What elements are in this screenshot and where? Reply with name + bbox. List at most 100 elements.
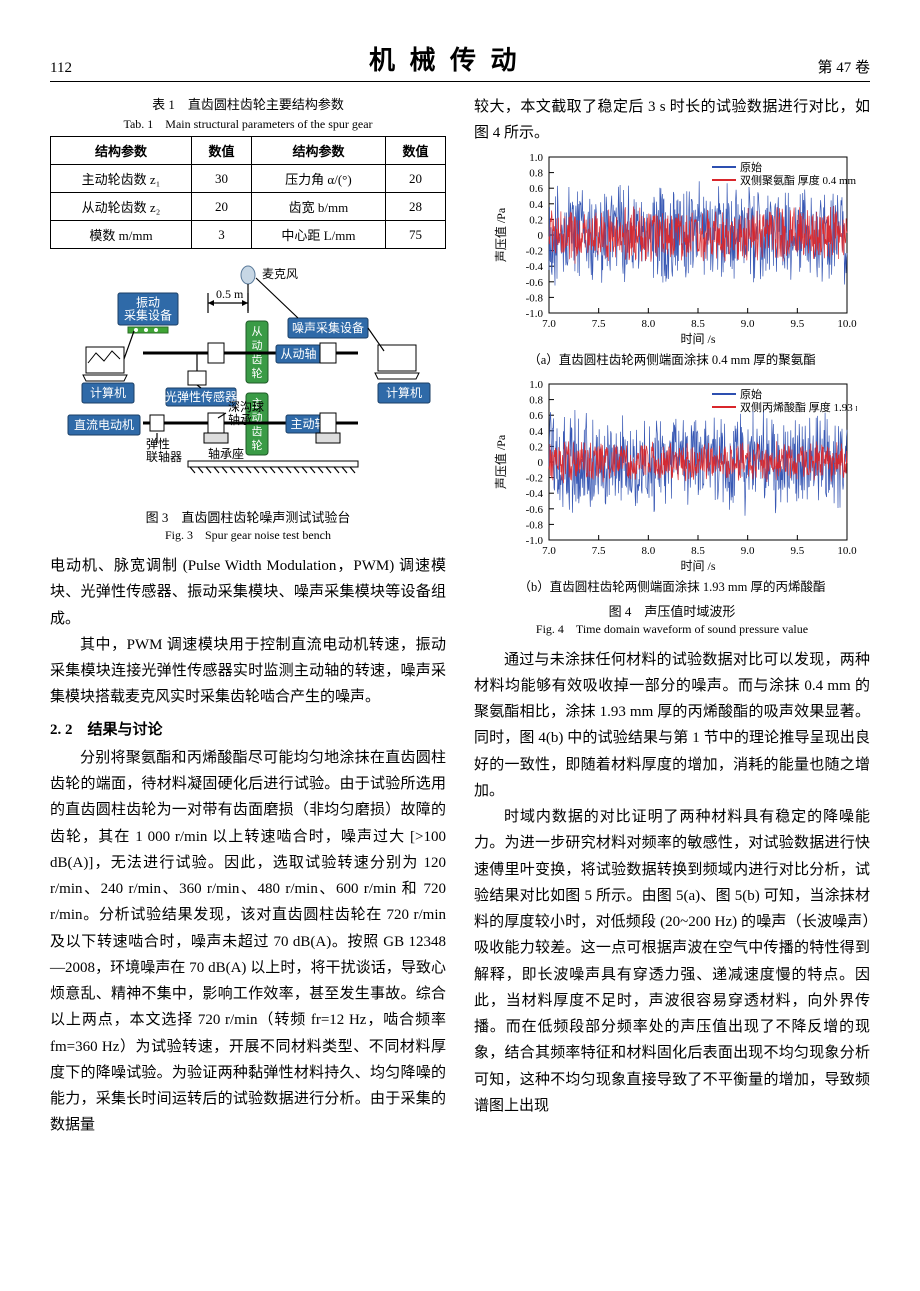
svg-text:声压值 /Pa: 声压值 /Pa: [493, 207, 508, 262]
svg-text:从: 从: [252, 326, 263, 338]
svg-text:9.0: 9.0: [741, 545, 755, 557]
fig4a-sub: （a）直齿圆柱齿轮两侧端面涂抹 0.4 mm 厚的聚氨酯: [474, 349, 870, 368]
svg-text:联轴器: 联轴器: [146, 449, 182, 464]
table1-r2c1: 3: [191, 221, 251, 249]
table1-r1c2: 齿宽 b/mm: [251, 193, 385, 221]
svg-text:0.5 m: 0.5 m: [216, 287, 244, 301]
right-p1: 较大，本文截取了稳定后 3 s 时长的试验数据进行对比，如图 4 所示。: [474, 94, 870, 147]
svg-text:轴承: 轴承: [228, 412, 252, 427]
table1-r1c1: 20: [191, 193, 251, 221]
svg-text:10.0: 10.0: [837, 545, 857, 557]
svg-text:-0.2: -0.2: [526, 245, 543, 257]
svg-text:8.5: 8.5: [691, 318, 705, 330]
right-top-body: 较大，本文截取了稳定后 3 s 时长的试验数据进行对比，如图 4 所示。: [474, 94, 870, 147]
svg-text:0.6: 0.6: [529, 183, 543, 195]
svg-text:0: 0: [538, 230, 544, 242]
left-column: 表 1 直齿圆柱齿轮主要结构参数 Tab. 1 Main structural …: [50, 94, 446, 1139]
svg-text:噪声采集设备: 噪声采集设备: [292, 320, 364, 335]
fig4-chart-a: -1.0-0.8-0.6-0.4-0.200.20.40.60.81.07.07…: [487, 147, 857, 347]
table1-caption-en: Tab. 1 Main structural parameters of the…: [50, 115, 446, 132]
page-header: 112 机 械 传 动 第 47 卷: [50, 40, 870, 82]
svg-text:7.5: 7.5: [592, 318, 606, 330]
svg-text:10.0: 10.0: [837, 318, 857, 330]
fig3-diagram: 麦克风0.5 m振动采集设备计算机噪声采集设备计算机从动齿轮主动齿轮从动轴主动轴…: [58, 263, 438, 503]
svg-text:采集设备: 采集设备: [124, 308, 172, 323]
svg-text:时间 /s: 时间 /s: [680, 559, 715, 573]
svg-text:0: 0: [538, 457, 544, 469]
svg-text:齿: 齿: [252, 425, 263, 438]
svg-text:声压值 /Pa: 声压值 /Pa: [493, 434, 508, 489]
svg-text:-0.8: -0.8: [526, 519, 544, 531]
svg-text:-1.0: -1.0: [526, 535, 544, 547]
svg-text:弹性: 弹性: [146, 437, 170, 451]
table1-h1: 数值: [191, 137, 251, 165]
right-p2: 通过与未涂抹任何材料的试验数据对比可以发现，两种材料均能够有效吸收掉一部分的噪声…: [474, 647, 870, 805]
svg-text:时间 /s: 时间 /s: [680, 332, 715, 346]
svg-text:0.6: 0.6: [529, 410, 543, 422]
svg-text:原始: 原始: [740, 387, 762, 401]
svg-text:0.2: 0.2: [529, 441, 543, 453]
svg-text:深沟球: 深沟球: [228, 400, 264, 414]
table1-r0c1: 30: [191, 165, 251, 193]
svg-text:-0.6: -0.6: [526, 276, 544, 288]
fig4-caption-cn: 图 4 声压值时域波形: [474, 601, 870, 620]
fig4b-sub: （b）直齿圆柱齿轮两侧端面涂抹 1.93 mm 厚的丙烯酸酯: [474, 576, 870, 595]
svg-text:原始: 原始: [740, 160, 762, 174]
svg-text:8.0: 8.0: [641, 545, 655, 557]
table1-r1c3: 28: [385, 193, 445, 221]
svg-text:0.2: 0.2: [529, 214, 543, 226]
right-p3: 时域内数据的对比证明了两种材料具有稳定的降噪能力。为进一步研究材料对频率的敏感性…: [474, 804, 870, 1119]
svg-text:双侧丙烯酸酯 厚度 1.93 mm: 双侧丙烯酸酯 厚度 1.93 mm: [740, 400, 857, 414]
svg-text:动: 动: [252, 339, 263, 352]
table1-r1c0: 从动轮齿数 z₂: [51, 193, 192, 221]
table1-r0c2: 压力角 α/(°): [251, 165, 385, 193]
svg-text:9.5: 9.5: [790, 545, 804, 557]
section-2-2: 2. 2 结果与讨论: [50, 717, 446, 743]
svg-text:轮: 轮: [252, 366, 263, 380]
table1-h0: 结构参数: [51, 137, 192, 165]
svg-text:从动轴: 从动轴: [280, 346, 316, 361]
svg-text:1.0: 1.0: [529, 152, 543, 164]
svg-text:齿: 齿: [252, 353, 263, 366]
svg-text:-0.8: -0.8: [526, 292, 544, 304]
table1-h2: 结构参数: [251, 137, 385, 165]
svg-text:-0.4: -0.4: [526, 488, 544, 500]
svg-text:-0.6: -0.6: [526, 503, 544, 515]
table1-caption-cn: 表 1 直齿圆柱齿轮主要结构参数: [50, 94, 446, 113]
table1-r0c3: 20: [385, 165, 445, 193]
svg-text:8.0: 8.0: [641, 318, 655, 330]
right-column: 较大，本文截取了稳定后 3 s 时长的试验数据进行对比，如图 4 所示。 -1.…: [474, 94, 870, 1139]
svg-text:7.0: 7.0: [542, 545, 556, 557]
table1: 结构参数 数值 结构参数 数值 主动轮齿数 z₁ 30 压力角 α/(°) 20…: [50, 136, 446, 249]
table1-r0c0: 主动轮齿数 z₁: [51, 165, 192, 193]
svg-text:7.5: 7.5: [592, 545, 606, 557]
svg-text:-0.2: -0.2: [526, 472, 543, 484]
svg-text:双侧聚氨酯 厚度 0.4 mm: 双侧聚氨酯 厚度 0.4 mm: [740, 173, 857, 187]
svg-text:-1.0: -1.0: [526, 308, 544, 320]
svg-text:8.5: 8.5: [691, 545, 705, 557]
table1-h3: 数值: [385, 137, 445, 165]
svg-text:计算机: 计算机: [90, 385, 126, 400]
left-body: 电动机、脉宽调制 (Pulse Width Modulation，PWM) 调速…: [50, 553, 446, 1139]
svg-text:麦克风: 麦克风: [262, 267, 298, 281]
table1-r2c2: 中心距 L/mm: [251, 221, 385, 249]
svg-text:轴承座: 轴承座: [208, 446, 244, 461]
left-p1: 电动机、脉宽调制 (Pulse Width Modulation，PWM) 调速…: [50, 553, 446, 632]
table1-r2c0: 模数 m/mm: [51, 221, 192, 249]
svg-text:9.5: 9.5: [790, 318, 804, 330]
fig3-caption-en: Fig. 3 Spur gear noise test bench: [50, 526, 446, 543]
svg-text:0.8: 0.8: [529, 394, 543, 406]
svg-text:轮: 轮: [252, 438, 263, 452]
svg-text:0.4: 0.4: [529, 425, 543, 437]
svg-text:振动: 振动: [136, 296, 160, 310]
svg-text:7.0: 7.0: [542, 318, 556, 330]
svg-text:1.0: 1.0: [529, 379, 543, 391]
fig3-caption-cn: 图 3 直齿圆柱齿轮噪声测试试验台: [50, 507, 446, 526]
svg-text:9.0: 9.0: [741, 318, 755, 330]
svg-text:0.4: 0.4: [529, 198, 543, 210]
volume-label: 第 47 卷: [817, 56, 870, 77]
journal-title: 机 械 传 动: [369, 40, 521, 77]
table1-r2c3: 75: [385, 221, 445, 249]
page-number: 112: [50, 60, 72, 77]
left-p3: 分别将聚氨酯和丙烯酸酯尽可能均匀地涂抹在直齿圆柱齿轮的端面，待材料凝固硬化后进行…: [50, 745, 446, 1139]
